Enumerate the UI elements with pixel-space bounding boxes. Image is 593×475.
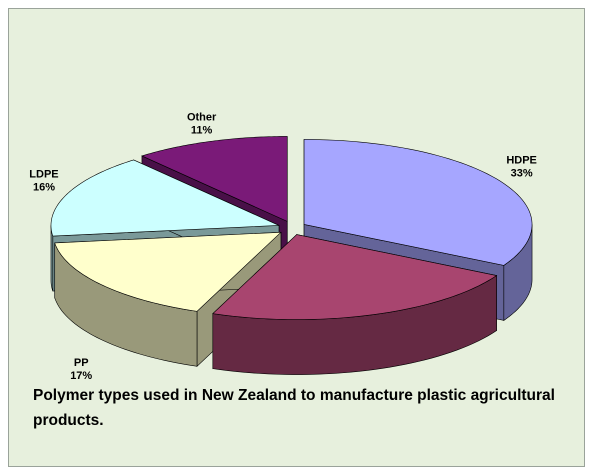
slice-top xyxy=(303,139,533,266)
slice-top xyxy=(54,231,282,312)
slice-label: HDPE xyxy=(506,154,537,166)
slice-value-label: 33% xyxy=(511,167,533,179)
slice-top xyxy=(141,136,288,222)
slice-value-label: 11% xyxy=(191,124,213,136)
slice-label: Other xyxy=(187,111,217,123)
slice-top xyxy=(212,234,498,320)
slice-value-label: 17% xyxy=(70,370,92,380)
caption: Polymer types used in New Zealand to man… xyxy=(33,387,555,429)
slice-top xyxy=(50,159,280,237)
slice-value-label: 16% xyxy=(33,181,55,193)
slice-label: LDPE xyxy=(29,168,58,180)
slice xyxy=(212,233,498,375)
slice-label: PP xyxy=(74,357,89,369)
